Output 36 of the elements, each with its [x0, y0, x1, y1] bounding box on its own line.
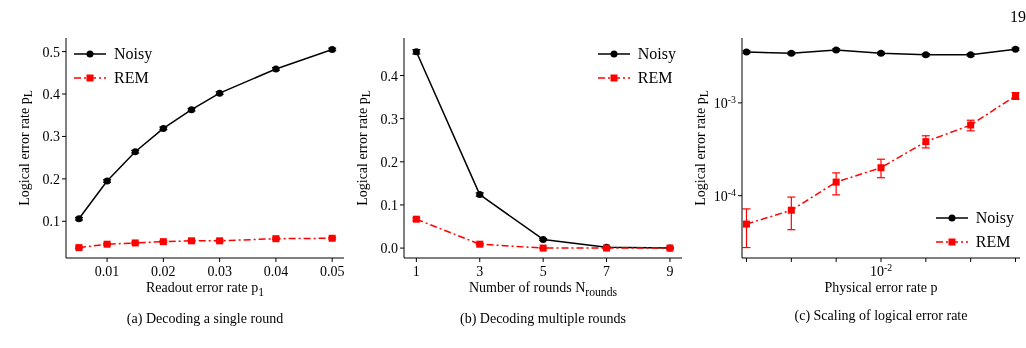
x-axis-title: Physical error rate p	[823, 280, 939, 296]
text: 19	[1010, 8, 1026, 25]
legend-label: REM	[114, 68, 149, 88]
text: (a) Decoding a single round	[125, 310, 285, 327]
text: (c) Scaling of logical error rate	[793, 308, 969, 324]
legend-label: Noisy	[975, 208, 1014, 229]
legend-label: REM	[637, 68, 673, 88]
y-tick-label: 0.4	[380, 68, 398, 84]
y-tick-label: 0.5	[42, 44, 60, 60]
x-tick-label: 0.01	[94, 264, 120, 279]
x-tick-label: 10$^{-2}$	[869, 261, 893, 279]
y-tick-label: 0.4	[42, 87, 60, 103]
x-tick-label: 0.02	[151, 264, 176, 279]
text: (b) Decoding multiple rounds	[459, 310, 627, 327]
x-axis-title: Number of rounds N$_{rounds}$	[468, 280, 618, 299]
y-tick-label: 0.3	[42, 129, 60, 145]
x-axis-title: Readout error rate p$_{1}$	[144, 280, 266, 299]
x-tick-label: 0.04	[263, 264, 289, 279]
x-tick-label: 0.05	[319, 264, 345, 279]
y-tick-label: 0.3	[380, 111, 398, 127]
y-tick-label: 10$^{-4}$	[713, 186, 737, 204]
y-tick-label: 10$^{-3}$	[713, 93, 737, 111]
y-tick-label: 0.2	[380, 154, 398, 170]
legend-label: Noisy	[637, 44, 676, 65]
x-tick-label: 7	[603, 264, 611, 279]
legend-label: REM	[975, 232, 1011, 252]
x-tick-label: 0.03	[207, 264, 232, 279]
y-tick-label: 0.1	[42, 214, 60, 230]
x-tick-label: 5	[539, 264, 547, 279]
y-tick-label: 0.1	[380, 197, 398, 213]
y-tick-label: 0.2	[42, 171, 60, 187]
x-tick-label: 3	[476, 264, 484, 279]
x-tick-label: 9	[666, 264, 674, 279]
y-tick-label: 0.0	[380, 241, 398, 257]
x-tick-label: 1	[412, 264, 420, 279]
legend-label: Noisy	[114, 44, 153, 65]
